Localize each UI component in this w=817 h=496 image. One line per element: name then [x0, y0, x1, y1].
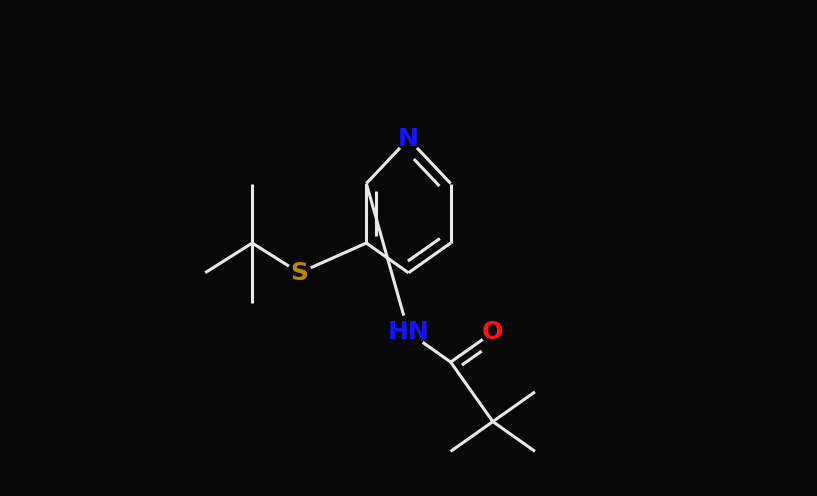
Text: O: O	[482, 320, 503, 344]
Text: HN: HN	[387, 320, 430, 344]
Text: N: N	[398, 127, 419, 151]
Text: S: S	[290, 261, 308, 285]
